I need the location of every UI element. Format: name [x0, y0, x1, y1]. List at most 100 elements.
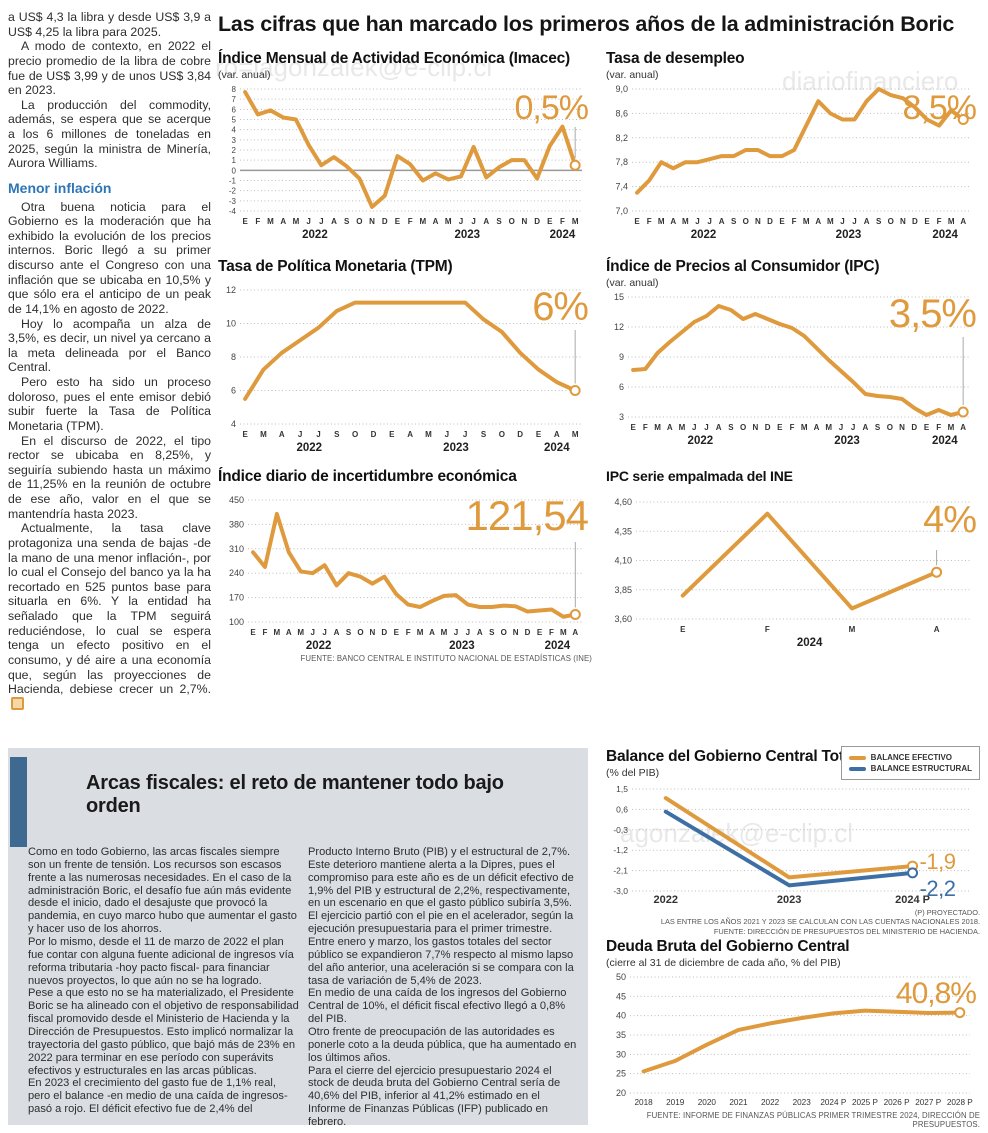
paragraph: Otra buena noticia para el Gobierno es l… [8, 199, 211, 316]
chart-subtitle: (var. anual) [606, 69, 659, 81]
svg-text:-3: -3 [229, 197, 237, 206]
svg-text:M: M [420, 217, 427, 226]
svg-text:O: O [888, 217, 894, 226]
paragraph: En 2023 el crecimiento del gasto fue de … [28, 1077, 288, 1116]
svg-text:2024: 2024 [545, 640, 571, 652]
chart-source: FUENTE: BANCO CENTRAL E INSTITUTO NACION… [300, 654, 592, 663]
chart-tpm: Tasa de Política Monetaria (TPM) 12 10 8 6 4… [218, 258, 592, 454]
svg-text:7: 7 [232, 95, 237, 104]
svg-text:9: 9 [619, 352, 624, 362]
svg-text:O: O [740, 423, 746, 432]
svg-text:M: M [948, 217, 955, 226]
svg-text:2021: 2021 [729, 1098, 748, 1107]
svg-text:0: 0 [232, 166, 237, 175]
svg-text:A: A [407, 430, 413, 439]
svg-text:2023: 2023 [443, 442, 469, 454]
svg-text:S: S [344, 217, 350, 226]
svg-text:N: N [755, 217, 761, 226]
legend-item: BALANCE EFECTIVO [848, 753, 972, 762]
svg-text:2022: 2022 [688, 435, 714, 447]
chart-subtitle: (cierre al 31 de diciembre de cada año, … [606, 957, 841, 969]
chart-source: FUENTE: INFORME DE FINANZAS PÚBLICAS PRI… [646, 1111, 980, 1129]
svg-text:D: D [912, 217, 918, 226]
svg-text:F: F [643, 423, 648, 432]
svg-text:F: F [765, 625, 770, 634]
legend-label: BALANCE ESTRUCTURAL [870, 764, 972, 773]
svg-text:M: M [654, 423, 661, 432]
svg-text:S: S [496, 217, 502, 226]
svg-text:2024: 2024 [932, 229, 958, 241]
legend-item: BALANCE ESTRUCTURAL [848, 764, 972, 773]
svg-text:N: N [369, 628, 375, 637]
svg-text:F: F [549, 628, 554, 637]
svg-text:2022: 2022 [761, 1098, 780, 1107]
svg-text:2023: 2023 [777, 894, 801, 906]
svg-text:S: S [875, 423, 881, 432]
svg-text:2023: 2023 [793, 1098, 812, 1107]
svg-text:J: J [704, 423, 708, 432]
svg-text:6: 6 [232, 105, 237, 114]
svg-text:2024 P: 2024 P [820, 1098, 846, 1107]
svg-text:4: 4 [232, 126, 237, 135]
legend-swatch [848, 766, 866, 771]
svg-text:S: S [876, 217, 882, 226]
svg-text:20: 20 [616, 1088, 626, 1098]
svg-text:2026 P: 2026 P [884, 1098, 910, 1107]
svg-text:-2,2: -2,2 [920, 876, 956, 901]
svg-text:N: N [521, 217, 527, 226]
svg-text:A: A [716, 423, 722, 432]
svg-text:A: A [554, 430, 560, 439]
legend-swatch [848, 755, 866, 760]
svg-text:E: E [394, 628, 400, 637]
fiscal-column-1: Como en todo Gobierno, las arcas fiscale… [28, 846, 300, 1116]
svg-text:S: S [731, 217, 737, 226]
svg-text:50: 50 [616, 972, 626, 982]
chart-plot: 1,5 0,6 -0,3 -1,2 -2,1 -3,0 2022 2023 2024 P -1,9… [606, 781, 980, 907]
svg-text:J: J [707, 217, 711, 226]
svg-text:D: D [371, 430, 377, 439]
paragraph: A modo de contexto, en 2022 el precio pr… [8, 39, 211, 98]
svg-text:F: F [406, 628, 411, 637]
chart-incertidumbre: Índice diario de incertidumbre económica… [218, 468, 592, 663]
svg-text:-2,1: -2,1 [613, 866, 628, 876]
svg-text:A: A [334, 628, 340, 637]
svg-text:2022: 2022 [297, 442, 323, 454]
svg-text:O: O [356, 217, 362, 226]
svg-text:25: 25 [616, 1069, 626, 1079]
svg-text:2023: 2023 [836, 229, 862, 241]
svg-text:0,6: 0,6 [616, 804, 628, 814]
svg-text:8,5%: 8,5% [903, 89, 977, 127]
chart-subtitle: (var. anual) [606, 277, 659, 289]
chart-plot: 9,0 8,6 8,2 7,8 7,4 7,0 E F M A M J J A S O N D E F M A M J J A S O… [606, 81, 980, 241]
svg-text:2023: 2023 [454, 229, 480, 241]
svg-text:2022: 2022 [654, 894, 678, 906]
svg-text:-0,3: -0,3 [613, 825, 628, 835]
svg-text:M: M [658, 217, 665, 226]
svg-text:M: M [445, 217, 452, 226]
svg-text:S: S [489, 628, 495, 637]
svg-text:E: E [777, 423, 783, 432]
svg-text:7,0: 7,0 [615, 206, 628, 216]
svg-text:D: D [517, 430, 523, 439]
svg-text:S: S [346, 628, 352, 637]
svg-text:30: 30 [616, 1049, 626, 1059]
paragraph: Por lo mismo, desde el 11 de marzo de 20… [28, 936, 294, 987]
svg-text:D: D [525, 628, 531, 637]
svg-text:M: M [560, 628, 567, 637]
chart-imacec: Índice Mensual de Actividad Económica (I… [218, 50, 592, 241]
chart-title: Índice Mensual de Actividad Económica (I… [218, 50, 571, 67]
svg-text:E: E [634, 217, 640, 226]
svg-text:O: O [357, 628, 363, 637]
svg-text:E: E [242, 217, 248, 226]
paragraph: a US$ 4,3 la libra y desde US$ 3,9 a US$… [8, 10, 211, 39]
main-headline: Las cifras que han marcado los primeros … [218, 12, 955, 36]
svg-text:A: A [667, 423, 673, 432]
svg-text:2022: 2022 [302, 229, 328, 241]
svg-text:J: J [316, 430, 320, 439]
svg-text:N: N [752, 423, 758, 432]
svg-text:D: D [765, 423, 771, 432]
svg-text:J: J [463, 430, 467, 439]
svg-text:A: A [331, 217, 337, 226]
svg-text:O: O [352, 430, 358, 439]
svg-text:310: 310 [229, 544, 244, 554]
